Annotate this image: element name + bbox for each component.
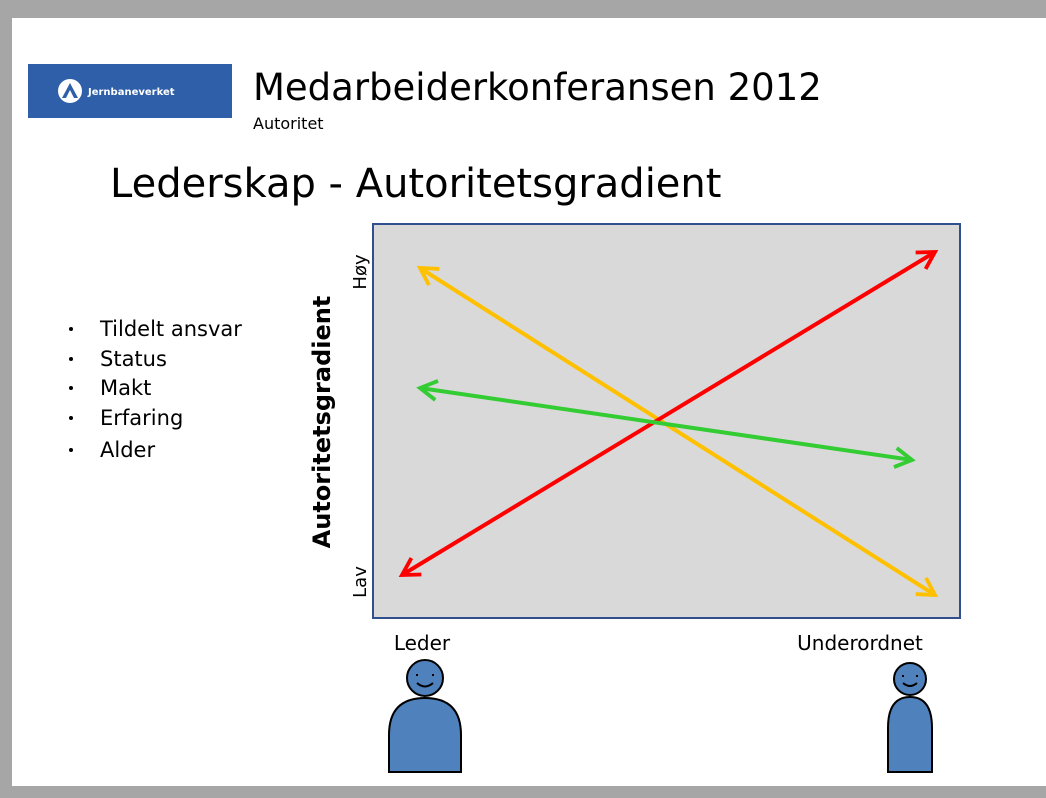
bullet-dot <box>69 357 73 361</box>
bullet-text: Alder <box>100 438 155 462</box>
x-left-label: Leder <box>394 631 451 655</box>
logo-text: Jernbaneverket <box>87 87 175 98</box>
logo-icon <box>58 79 82 103</box>
y-high-label: Høy <box>350 254 371 290</box>
page: Jernbaneverket Medarbeiderkonferansen 20… <box>0 0 1046 798</box>
bullet-dot <box>69 448 73 452</box>
heading: Lederskap - Autoritetsgradient <box>110 161 721 207</box>
y-low-label: Lav <box>350 566 371 598</box>
subtitle: Autoritet <box>253 114 324 133</box>
title: Medarbeiderkonferansen 2012 <box>253 66 822 109</box>
subordinate-figure <box>888 663 932 772</box>
bullet-dot <box>69 386 73 390</box>
slide-view: Jernbaneverket Medarbeiderkonferansen 20… <box>0 0 1046 798</box>
y-axis-label: Autoritetsgradient <box>308 296 336 549</box>
bullet-dot <box>69 416 73 420</box>
bullet-dot <box>69 327 73 331</box>
bullet-text: Makt <box>100 376 151 400</box>
bullet-text: Tildelt ansvar <box>99 317 242 341</box>
bullet-text: Erfaring <box>100 406 183 430</box>
diagram-box <box>373 224 960 618</box>
x-right-label: Underordnet <box>797 631 923 655</box>
bullet-text: Status <box>100 347 167 371</box>
